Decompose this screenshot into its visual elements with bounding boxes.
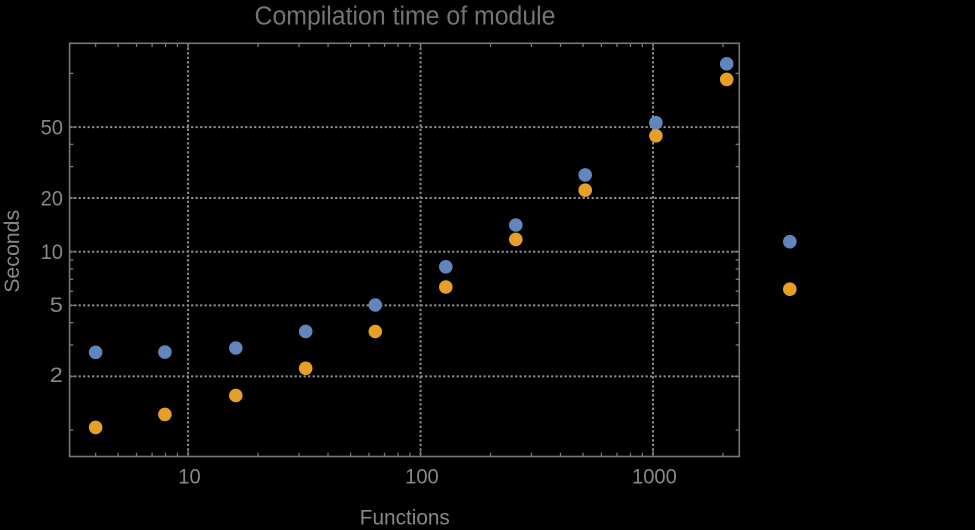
svg-text:20: 20 (41, 187, 63, 211)
svg-text:Compilation time of module: Compilation time of module (255, 3, 556, 31)
svg-text:10: 10 (41, 240, 63, 264)
svg-text:50: 50 (41, 115, 63, 139)
svg-text:10: 10 (178, 465, 200, 489)
svg-text:1000: 1000 (632, 465, 677, 489)
svg-text:5: 5 (50, 293, 63, 317)
svg-text:Seconds: Seconds (0, 210, 24, 293)
svg-text:Functions: Functions (360, 505, 450, 525)
svg-text:2: 2 (50, 363, 63, 387)
svg-text:100: 100 (405, 465, 439, 489)
